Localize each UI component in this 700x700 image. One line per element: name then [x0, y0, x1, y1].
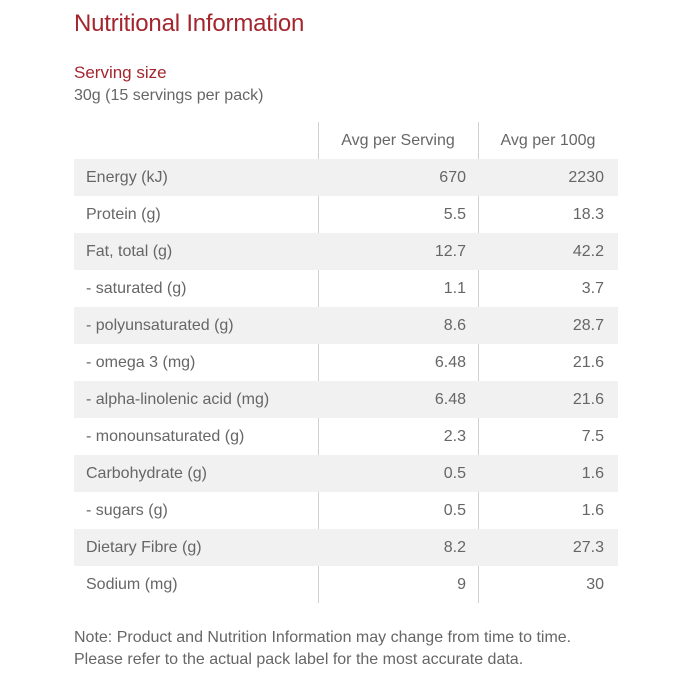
value-per-100g: 27.3: [572, 538, 604, 556]
value-per-100g: 2230: [568, 168, 604, 186]
nutrient-label: Dietary Fibre (g): [86, 538, 202, 556]
nutrient-label: - alpha-linolenic acid (mg): [86, 390, 270, 408]
nutrient-label: Protein (g): [86, 205, 161, 223]
column-divider-serving: [318, 122, 319, 603]
table-row: - monounsaturated (g) 2.3 7.5: [74, 418, 618, 455]
value-per-100g: 3.7: [581, 279, 604, 297]
header-avg-per-100g: Avg per 100g: [500, 131, 596, 149]
value-per-100g: 21.6: [572, 353, 604, 371]
header-nutrient: [74, 122, 318, 159]
table-row: Sodium (mg) 9 30: [74, 566, 618, 603]
value-per-100g: 42.2: [572, 242, 604, 260]
nutrient-label: - polyunsaturated (g): [86, 316, 234, 334]
nutrient-label: - omega 3 (mg): [86, 353, 196, 371]
table-row: - alpha-linolenic acid (mg) 6.48 21.6: [74, 381, 618, 418]
value-per-100g: 1.6: [581, 501, 604, 519]
table-row: Energy (kJ) 670 2230: [74, 159, 618, 196]
table-row: Carbohydrate (g) 0.5 1.6: [74, 455, 618, 492]
serving-size-value: 30g (15 servings per pack): [74, 87, 264, 104]
nutrient-label: - saturated (g): [86, 279, 187, 297]
value-per-serving: 12.7: [434, 242, 466, 260]
value-per-serving: 670: [439, 168, 466, 186]
value-per-serving: 8.2: [443, 538, 466, 556]
nutrient-label: Energy (kJ): [86, 168, 168, 186]
nutrient-label: Sodium (mg): [86, 575, 178, 593]
nutrient-label: Fat, total (g): [86, 242, 173, 260]
table-row: - sugars (g) 0.5 1.6: [74, 492, 618, 529]
value-per-serving: 1.1: [443, 279, 466, 297]
column-divider-per-100g: [478, 122, 479, 603]
header-avg-per-serving: Avg per Serving: [341, 131, 455, 149]
table-row: Protein (g) 5.5 18.3: [74, 196, 618, 233]
nutrient-label: - sugars (g): [86, 501, 168, 519]
page-title: Nutritional Information: [74, 10, 305, 37]
value-per-serving: 9: [457, 575, 466, 593]
serving-size-heading: Serving size: [74, 63, 167, 82]
value-per-serving: 0.5: [443, 501, 466, 519]
value-per-serving: 5.5: [443, 205, 466, 223]
table-row: - polyunsaturated (g) 8.6 28.7: [74, 307, 618, 344]
value-per-serving: 2.3: [443, 427, 466, 445]
value-per-100g: 7.5: [581, 427, 604, 445]
table-header-row: Avg per Serving Avg per 100g: [74, 122, 618, 159]
nutrient-label: - monounsaturated (g): [86, 427, 245, 445]
table-row: Dietary Fibre (g) 8.2 27.3: [74, 529, 618, 566]
nutrient-label: Carbohydrate (g): [86, 464, 207, 482]
table-row: - saturated (g) 1.1 3.7: [74, 270, 618, 307]
table-row: Fat, total (g) 12.7 42.2: [74, 233, 618, 270]
nutrition-table: Avg per Serving Avg per 100g Energy (kJ)…: [74, 122, 618, 603]
value-per-100g: 21.6: [572, 390, 604, 408]
value-per-100g: 28.7: [572, 316, 604, 334]
value-per-serving: 8.6: [443, 316, 466, 334]
value-per-serving: 6.48: [434, 390, 466, 408]
table-row: - omega 3 (mg) 6.48 21.6: [74, 344, 618, 381]
value-per-100g: 1.6: [581, 464, 604, 482]
value-per-100g: 18.3: [572, 205, 604, 223]
value-per-100g: 30: [586, 575, 604, 593]
disclaimer-note: Note: Product and Nutrition Information …: [74, 629, 572, 668]
value-per-serving: 6.48: [434, 353, 466, 371]
value-per-serving: 0.5: [443, 464, 466, 482]
